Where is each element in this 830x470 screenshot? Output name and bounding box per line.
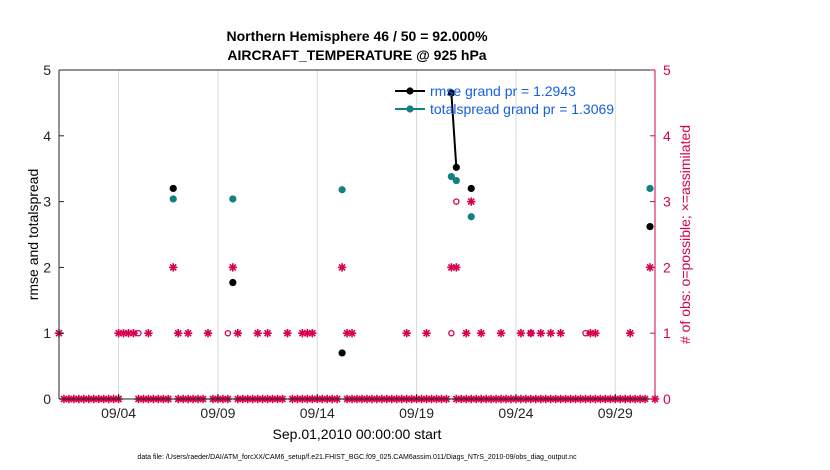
y-tick-left-label: 4	[43, 128, 51, 144]
rmse-point	[338, 349, 346, 357]
rmse-point	[467, 184, 475, 193]
spread-point	[229, 195, 237, 203]
assimilated-point	[546, 329, 555, 338]
y-tick-left-label: 2	[43, 259, 51, 275]
series-possible	[135, 198, 589, 337]
assimilated-point	[203, 329, 213, 338]
possible-point	[582, 329, 589, 337]
assimilated-point	[591, 329, 600, 338]
y-tick-right-label: 2	[663, 259, 671, 275]
assimilated-point	[228, 263, 238, 272]
assimilated-point	[516, 329, 526, 338]
spread-point	[447, 172, 455, 181]
y-tick-right-label: 5	[663, 62, 671, 78]
spread-point	[338, 186, 346, 194]
rmse-line	[450, 92, 458, 168]
assimilated-point	[263, 329, 272, 338]
series-rmse	[169, 89, 654, 357]
assimilated-point	[556, 329, 565, 338]
data-file-footer: data file: /Users/raeder/DAI/ATM_forcXX/…	[137, 454, 577, 461]
spread-point	[646, 184, 654, 193]
plot-area	[59, 70, 655, 399]
assimilated-point	[169, 263, 178, 272]
possible-point	[448, 329, 455, 337]
rmse-point	[229, 278, 237, 287]
legend-label-rmse: rmse grand pr = 1.2943	[430, 83, 576, 99]
assimilated-point	[174, 329, 183, 338]
x-tick-label: 09/04	[101, 405, 136, 421]
x-tick-label: 09/19	[399, 405, 434, 421]
spread-point	[467, 213, 475, 221]
y-tick-right-label: 3	[663, 194, 671, 210]
x-tick-label: 09/14	[300, 405, 335, 421]
y-tick-right-label: 4	[663, 128, 671, 144]
assimilated-point	[337, 263, 347, 272]
y-axis-right-label: # of obs: o=possible; ×=assimilated	[677, 125, 693, 344]
possible-point	[224, 329, 232, 337]
chart-title-line1: Northern Hemisphere 46 / 50 = 92.000%	[226, 28, 488, 44]
legend-marker-spread	[406, 105, 414, 113]
assimilated-point	[233, 329, 242, 338]
assimilated-point	[253, 329, 262, 338]
assimilated-point	[422, 329, 431, 338]
assimilated-point	[452, 263, 461, 272]
assimilated-point	[283, 329, 292, 338]
y-tick-left-label: 0	[43, 391, 51, 407]
chart-title-line2: AIRCRAFT_TEMPERATURE @ 925 hPa	[227, 47, 486, 63]
assimilated-point	[183, 329, 193, 338]
x-axis-label: Sep.01,2010 00:00:00 start	[273, 426, 442, 442]
y-tick-left-label: 1	[43, 325, 51, 341]
assimilated-point	[625, 329, 635, 338]
rmse-point	[447, 89, 455, 97]
possible-point	[453, 198, 460, 205]
spread-point	[452, 176, 460, 185]
possible-point	[135, 329, 142, 337]
y-tick-right-label: 0	[663, 391, 671, 407]
grid-lines	[118, 70, 616, 399]
x-tick-label: 09/09	[200, 405, 235, 421]
assimilated-point	[308, 329, 317, 338]
legend-marker-rmse	[406, 87, 414, 95]
assimilated-point	[536, 329, 545, 338]
y-axis-left-label: rmse and totalspread	[25, 169, 41, 301]
assimilated-point	[467, 197, 476, 206]
rmse-point	[646, 223, 654, 231]
axes: 0 1 2 3 4 5 0 1 2 3 4 5 09/04 09/09 09/14 09/19 09/24 09/…	[43, 62, 671, 421]
assimilated-point	[462, 329, 471, 338]
x-tick-label: 09/29	[598, 405, 633, 421]
spread-point	[169, 195, 177, 203]
assimilated-point	[496, 329, 506, 338]
y-tick-right-label: 1	[663, 325, 671, 341]
assimilated-point	[347, 329, 357, 338]
y-tick-left-label: 5	[43, 62, 51, 78]
legend-label-spread: totalspread grand pr = 1.3069	[430, 101, 614, 117]
assimilated-point	[476, 329, 486, 338]
series-spread	[169, 172, 654, 221]
rmse-point	[452, 163, 460, 171]
x-tick-label: 09/24	[498, 405, 533, 421]
assimilated-point	[402, 329, 411, 338]
y-tick-left-label: 3	[43, 194, 51, 210]
possible-point	[527, 329, 535, 337]
rmse-point	[169, 184, 177, 193]
assimilated-point	[144, 329, 153, 338]
legend: rmse grand pr = 1.2943 totalspread grand …	[395, 83, 614, 117]
